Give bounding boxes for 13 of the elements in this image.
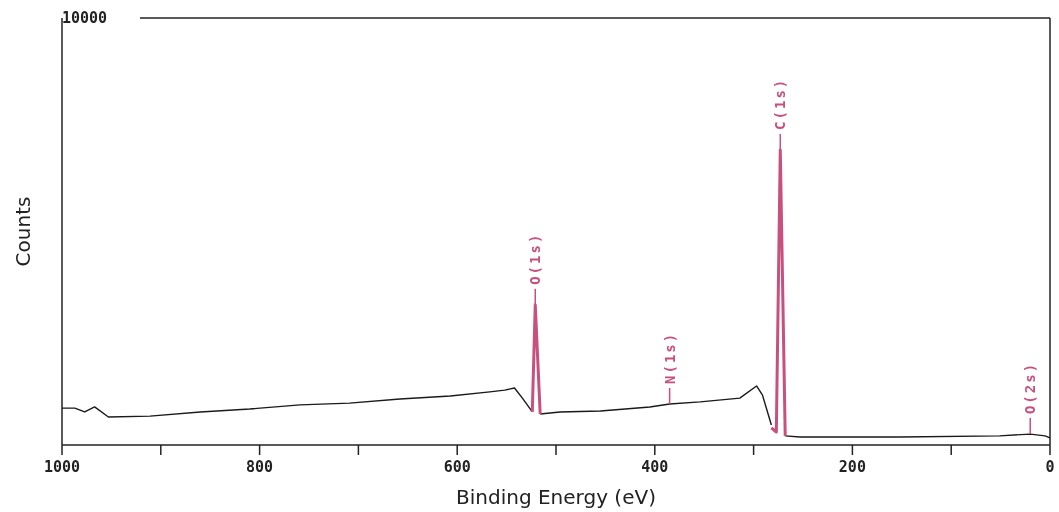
y-axis-title: Counts — [11, 196, 35, 267]
x-axis-title: Binding Energy (eV) — [456, 485, 656, 509]
text: 10000 — [62, 9, 108, 27]
annotation: C(1s) — [772, 77, 789, 130]
annotation: O(2s) — [1022, 361, 1039, 415]
annotation: N(1s) — [661, 331, 678, 384]
x-tick-label: 1000 — [43, 458, 81, 476]
x-tick-label: 0 — [1045, 458, 1055, 476]
x-tick-label: 200 — [838, 458, 866, 476]
x-tick-label: 400 — [641, 458, 669, 476]
x-tick-label: 600 — [443, 458, 471, 476]
annotation: O(1s) — [527, 232, 544, 285]
x-tick-label: 800 — [246, 458, 274, 476]
